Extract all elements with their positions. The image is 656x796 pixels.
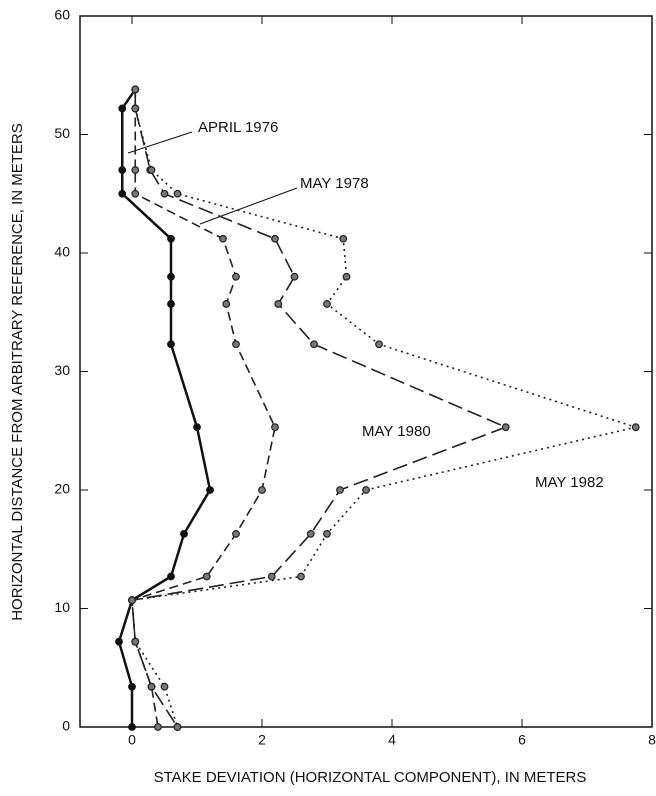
- data-point: [128, 723, 136, 731]
- data-point: [167, 300, 175, 308]
- data-point: [375, 340, 383, 349]
- data-point: [219, 234, 227, 243]
- data-point: [154, 723, 162, 731]
- data-point: [258, 486, 266, 494]
- data-point: [128, 596, 136, 605]
- series-line: [117, 88, 212, 727]
- data-point: [167, 572, 175, 581]
- series-label: APRIL 1976: [198, 119, 278, 136]
- data-point: [232, 340, 240, 349]
- data-point: [167, 234, 175, 243]
- series-label: MAY 1978: [300, 175, 369, 192]
- data-point: [167, 272, 175, 281]
- data-point: [131, 189, 140, 198]
- data-point: [342, 272, 351, 281]
- data-point: [267, 572, 276, 581]
- y-tick-label: 50: [54, 125, 70, 141]
- data-point: [193, 423, 201, 432]
- data-point: [131, 637, 140, 646]
- data-point: [167, 340, 175, 349]
- data-point: [128, 682, 136, 691]
- data-point: [160, 189, 169, 198]
- y-tick-label: 0: [62, 718, 70, 734]
- data-point: [362, 486, 370, 494]
- y-axis-label: HORIZONTAL DISTANCE FROM ARBITRARY REFER…: [9, 123, 26, 621]
- data-point: [336, 486, 344, 494]
- data-point: [323, 300, 331, 308]
- y-tick-label: 10: [54, 599, 70, 615]
- x-tick-label: 4: [388, 732, 396, 748]
- leader-line: [127, 131, 193, 154]
- data-point: [131, 166, 140, 174]
- x-tick-label: 2: [258, 732, 266, 748]
- data-point: [147, 166, 156, 174]
- data-point: [271, 234, 279, 243]
- data-point: [339, 234, 348, 243]
- data-point: [206, 486, 214, 494]
- leader-line: [199, 187, 298, 225]
- data-point: [131, 104, 140, 113]
- x-tick-label: 6: [518, 732, 526, 748]
- data-point: [232, 272, 240, 281]
- data-point: [631, 423, 640, 432]
- data-point: [118, 104, 127, 113]
- x-tick-label: 8: [648, 732, 656, 748]
- data-point: [118, 189, 127, 198]
- data-point: [232, 529, 240, 538]
- data-point: [118, 166, 127, 174]
- series-line: [131, 89, 639, 728]
- data-point: [323, 529, 331, 538]
- data-point: [501, 423, 510, 432]
- data-point: [131, 85, 140, 94]
- data-point: [202, 572, 211, 581]
- y-tick-label: 20: [54, 481, 70, 497]
- data-point: [310, 340, 318, 349]
- data-point: [306, 529, 315, 538]
- y-tick-label: 30: [54, 362, 70, 378]
- series-line: [131, 89, 276, 728]
- data-point: [290, 272, 299, 281]
- series-label: MAY 1980: [362, 423, 431, 440]
- data-point: [274, 300, 283, 308]
- data-point: [173, 189, 182, 198]
- x-axis-label: STAKE DEVIATION (HORIZONTAL COMPONENT), …: [154, 769, 587, 786]
- data-point: [160, 682, 169, 691]
- plot-frame: [79, 15, 653, 728]
- x-tick-label: 0: [128, 732, 136, 748]
- data-point: [297, 572, 305, 581]
- data-point: [222, 300, 231, 308]
- series-label: MAY 1982: [535, 474, 604, 491]
- data-point: [115, 637, 123, 646]
- y-tick-label: 60: [54, 7, 70, 23]
- data-point: [180, 529, 188, 538]
- data-point: [271, 423, 279, 432]
- data-point: [173, 723, 182, 731]
- y-tick-label: 40: [54, 244, 70, 260]
- data-point: [147, 682, 156, 691]
